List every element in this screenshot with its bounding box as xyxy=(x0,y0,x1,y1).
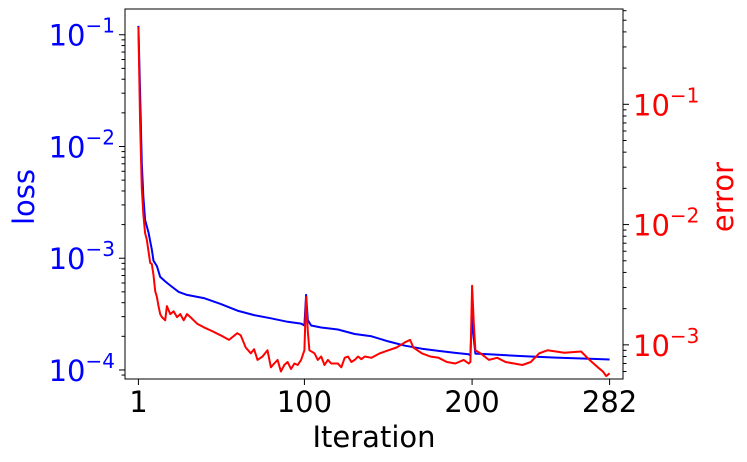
left-y-axis: 10−1 10−2 10−3 10−4 xyxy=(49,14,125,388)
y-tick-label-right: 10−3 xyxy=(633,324,699,363)
x-tick-label: 282 xyxy=(582,385,637,419)
left-axis-title: loss xyxy=(7,169,41,225)
y-tick-label-right: 10−1 xyxy=(633,83,699,122)
series-line-left xyxy=(137,25,610,361)
y-tick-label-right: 10−2 xyxy=(633,204,699,243)
right-y-axis: 10−1 10−2 10−3 xyxy=(623,10,699,373)
plot-frame xyxy=(124,8,624,380)
right-axis-title: error xyxy=(706,162,740,232)
series-lines xyxy=(137,25,611,378)
x-tick-label: 100 xyxy=(277,385,332,419)
y-tick-label-left: 10−3 xyxy=(49,237,115,276)
series-line-right xyxy=(137,26,611,378)
y-tick-label-left: 10−4 xyxy=(49,349,115,388)
y-tick-label-left: 10−1 xyxy=(49,14,115,53)
x-axis-title: Iteration xyxy=(312,420,435,454)
x-tick-label: 1 xyxy=(129,385,147,419)
x-tick-label: 200 xyxy=(444,385,499,419)
y-tick-label-left: 10−2 xyxy=(49,125,115,164)
x-axis: 1 100 200 282 xyxy=(129,379,637,419)
